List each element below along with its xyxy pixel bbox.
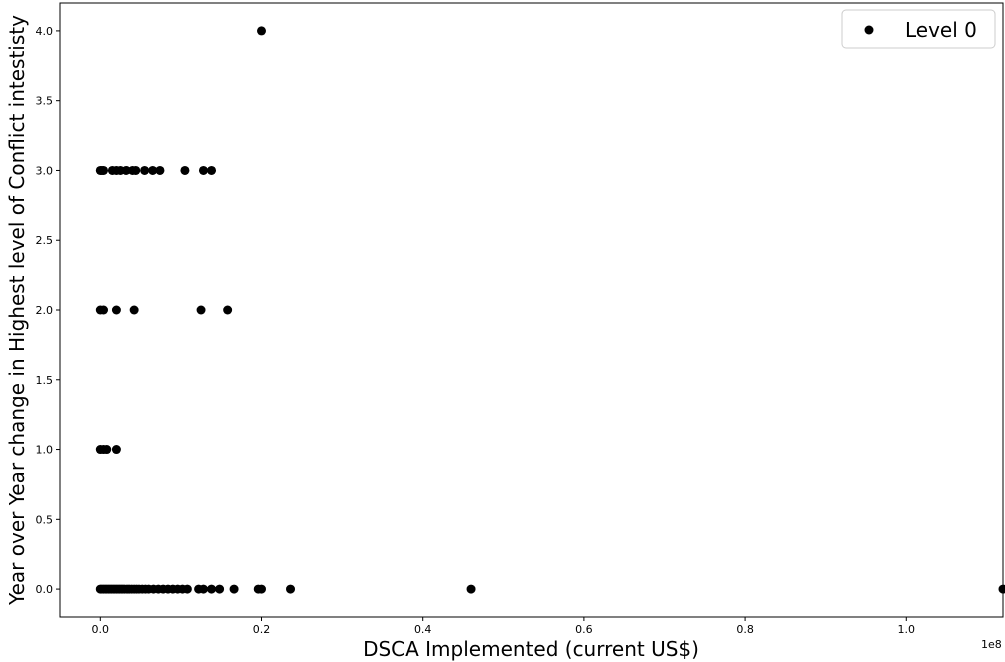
data-point [180,165,190,175]
legend: Level 0 [841,9,996,49]
data-point [256,26,266,36]
x-tick-label: 0.2 [253,623,271,636]
data-point [111,445,121,455]
x-tick-label: 0.6 [575,623,593,636]
data-point [102,445,112,455]
y-axis-ticks: 0.0 0.5 1.0 1.5 2.0 2.5 3.0 3.5 4.0 [36,25,60,596]
data-point [207,584,217,594]
data-point [198,165,208,175]
legend-marker [864,25,874,35]
x-tick-label: 0.0 [92,623,110,636]
y-tick-label: 2.5 [36,234,54,247]
data-point [229,584,239,594]
data-point [196,305,206,315]
data-point [99,165,109,175]
data-point [131,165,141,175]
data-point [215,584,225,594]
y-tick-label: 1.0 [36,444,54,457]
x-tick-label: 0.4 [414,623,432,636]
data-points [95,26,1005,594]
y-tick-label: 3.5 [36,95,54,108]
x-tick-label: 1.0 [898,623,916,636]
x-axis-title: DSCA Implemented (current US$) [363,637,699,661]
y-tick-label: 0.0 [36,583,54,596]
data-point [286,584,296,594]
data-point [99,305,109,315]
y-tick-label: 0.5 [36,513,54,526]
x-tick-label: 0.8 [736,623,754,636]
data-point [140,165,150,175]
y-tick-label: 2.0 [36,304,54,317]
data-point [198,584,208,594]
data-point [998,584,1005,594]
data-point [223,305,233,315]
y-tick-label: 4.0 [36,25,54,38]
legend-box [841,9,996,49]
data-point [466,584,476,594]
data-point [129,305,139,315]
x-axis-offset-label: 1e8 [981,638,1002,651]
legend-label: Level 0 [905,18,977,42]
y-tick-label: 3.0 [36,164,54,177]
y-axis-title: Year over Year change in Highest level o… [5,15,29,606]
data-point [182,584,192,594]
x-axis-ticks: 0.0 0.2 0.4 0.6 0.8 1.0 [92,617,915,636]
data-point [155,165,165,175]
y-tick-label: 1.5 [36,374,54,387]
data-point [121,165,131,175]
data-point [111,305,121,315]
data-point [256,584,266,594]
data-point [207,165,217,175]
data-point [148,165,158,175]
